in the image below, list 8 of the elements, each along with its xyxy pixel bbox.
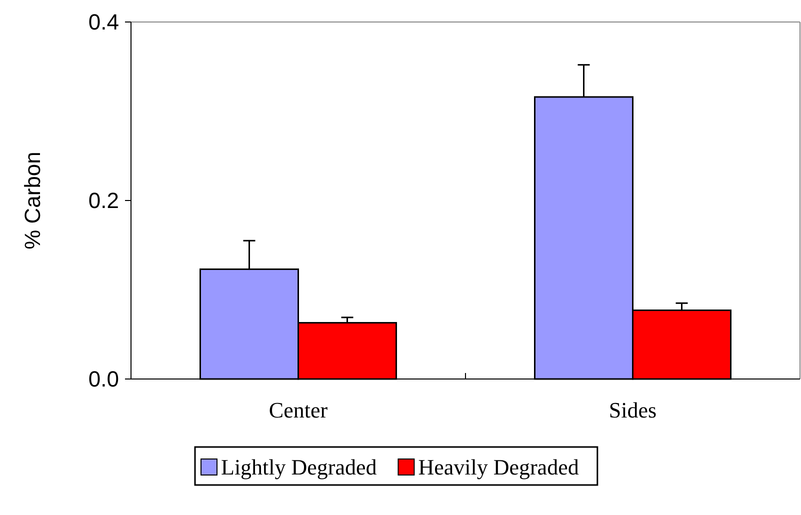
x-tick-label: Center [268, 398, 328, 423]
legend-label: Lightly Degraded [221, 454, 377, 480]
y-tick-label: 0.4 [88, 10, 119, 35]
legend-label: Heavily Degraded [418, 454, 579, 480]
x-tick-label: Sides [608, 398, 657, 423]
y-tick-label: 0.2 [88, 188, 119, 214]
y-tick-label: 0.0 [88, 366, 119, 392]
y-axis-title: % Carbon [20, 152, 45, 250]
